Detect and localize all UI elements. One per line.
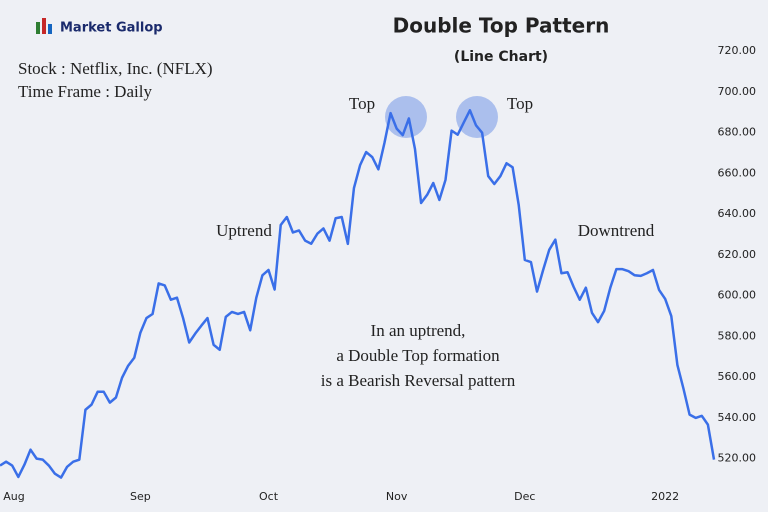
info: Stock : Netflix, Inc. (NFLX)	[18, 59, 213, 78]
x-tick-label: Nov	[386, 490, 408, 503]
y-tick-label: 600.00	[718, 289, 757, 302]
y-tick-label: 580.00	[718, 329, 757, 342]
y-tick-label: 680.00	[718, 126, 757, 139]
annotation: Top	[349, 94, 375, 113]
brand: Market Gallop	[60, 21, 163, 36]
annotation: Top	[507, 94, 533, 113]
annotation: Downtrend	[578, 221, 655, 240]
y-tick-label: 620.00	[718, 248, 757, 261]
x-tick-label: Sep	[130, 490, 151, 503]
x-tick-label: Dec	[514, 490, 535, 503]
annotation: Uptrend	[216, 221, 272, 240]
chart-subtitle: (Line Chart)	[454, 49, 548, 65]
y-tick-label: 640.00	[718, 207, 757, 220]
note: In an uptrend,	[371, 321, 466, 340]
top-highlight	[456, 96, 498, 138]
y-tick-label: 720.00	[718, 44, 757, 57]
x-tick-label: Oct	[259, 490, 279, 503]
x-tick-label: 2022	[651, 490, 679, 503]
y-tick-label: 700.00	[718, 85, 757, 98]
note: a Double Top formation	[336, 346, 500, 365]
y-tick-label: 560.00	[718, 370, 757, 383]
note: is a Bearish Reversal pattern	[321, 371, 516, 390]
y-tick-label: 520.00	[718, 452, 757, 465]
chart-title: Double Top Pattern	[393, 14, 610, 38]
y-tick-label: 540.00	[718, 411, 757, 424]
y-tick-label: 660.00	[718, 166, 757, 179]
x-tick-label: Aug	[3, 490, 24, 503]
info: Time Frame : Daily	[18, 82, 152, 101]
price-line	[0, 109, 716, 479]
logo	[36, 18, 52, 34]
